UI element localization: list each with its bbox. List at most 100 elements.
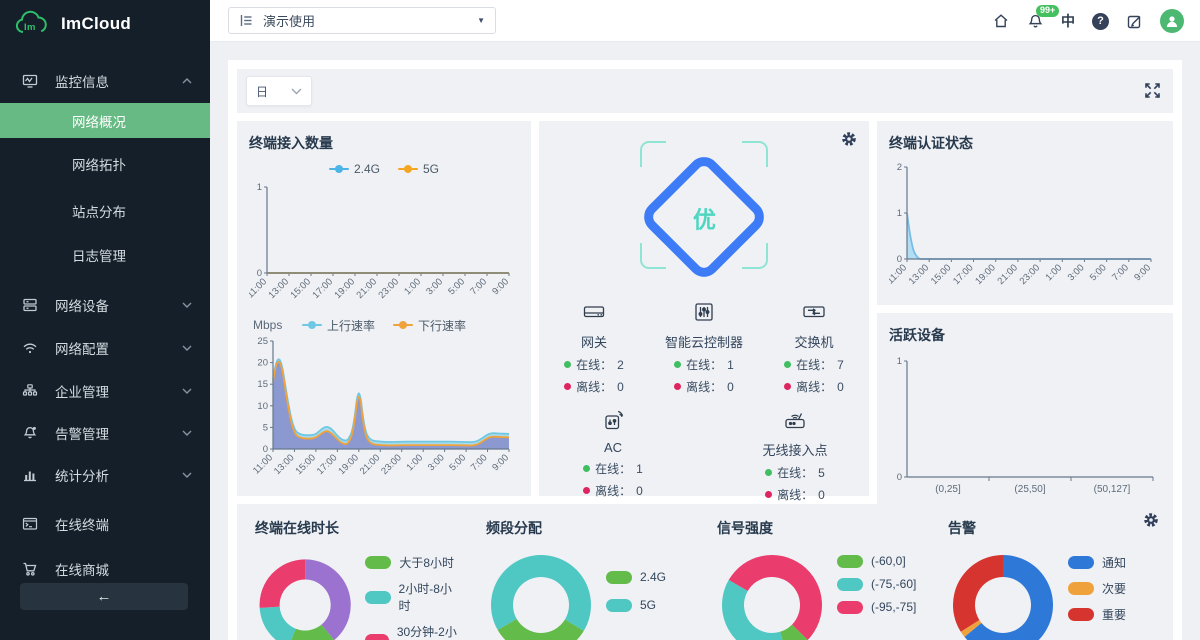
sidebar-subitem-network-topology[interactable]: 网络拓扑 bbox=[0, 146, 210, 181]
legend-item[interactable]: 2.4G bbox=[606, 570, 666, 584]
cards-row: 终端接入数量 2.4G 5G 0 1 11:00 13:00 15:00 17:00 19:… bbox=[237, 121, 1173, 511]
time-range-value: 日 bbox=[256, 84, 269, 99]
alarm-section: 告警 通知 次要 重要 bbox=[936, 516, 1167, 640]
chevron-down-icon bbox=[182, 472, 192, 478]
right-column: 终端认证状态 0 1 2 11:00 13:00 15:00 17:00 19:00 21:00… bbox=[877, 121, 1173, 511]
legend-item-5g[interactable]: 5G bbox=[398, 162, 439, 176]
legend-item-download[interactable]: 下行速率 bbox=[393, 317, 466, 334]
sidebar-subitem-log-management[interactable]: 日志管理 bbox=[0, 237, 210, 272]
svg-text:7:00: 7:00 bbox=[1110, 262, 1131, 283]
legend-item[interactable]: 大于8小时 bbox=[365, 554, 462, 571]
access-chart-legend: 2.4G 5G bbox=[249, 159, 519, 179]
sidebar-item-statistics-analysis[interactable]: 统计分析 bbox=[0, 456, 210, 494]
svg-text:7:00: 7:00 bbox=[468, 276, 489, 297]
time-range-select[interactable]: 日 bbox=[246, 76, 312, 106]
user-avatar[interactable] bbox=[1160, 9, 1184, 33]
svg-text:20: 20 bbox=[257, 358, 268, 369]
donut-legend: 通知 次要 重要 bbox=[1068, 554, 1126, 640]
arrow-left-icon: ← bbox=[96, 588, 112, 605]
legend-item[interactable]: 重要 bbox=[1068, 606, 1126, 623]
svg-text:21:00: 21:00 bbox=[358, 452, 383, 477]
offline-count: 0 bbox=[727, 379, 734, 394]
feedback-button[interactable] bbox=[1126, 13, 1143, 30]
svg-text:15:00: 15:00 bbox=[289, 276, 314, 301]
svg-text:0: 0 bbox=[897, 254, 902, 265]
section-title: 信号强度 bbox=[717, 520, 773, 536]
svg-text:13:00: 13:00 bbox=[272, 452, 297, 477]
card-title: 终端认证状态 bbox=[889, 135, 973, 151]
sidebar-item-label: 网络配置 bbox=[55, 342, 109, 357]
legend-item[interactable]: 次要 bbox=[1068, 580, 1126, 597]
svg-text:23:00: 23:00 bbox=[379, 452, 404, 477]
caret-down-icon: ▼ bbox=[477, 16, 485, 25]
active-devices-chart: 0 1 (0,25] (25,50] (50,127] bbox=[897, 356, 1154, 495]
svg-text:15: 15 bbox=[257, 379, 268, 390]
chevron-down-icon bbox=[182, 345, 192, 351]
offline-dot bbox=[564, 383, 572, 390]
svg-text:0: 0 bbox=[257, 268, 262, 279]
sidebar-item-network-config[interactable]: 网络配置 bbox=[0, 329, 210, 367]
device-wireless-ap: 无线接入点 在线： 5 离线： 0 bbox=[730, 407, 860, 503]
sidebar-item-alarm-management[interactable]: 告警管理 bbox=[0, 414, 210, 452]
svg-text:11:00: 11:00 bbox=[251, 452, 275, 476]
section-title: 告警 bbox=[948, 520, 976, 536]
help-button[interactable]: ? bbox=[1092, 12, 1109, 30]
svg-text:15:00: 15:00 bbox=[929, 262, 954, 287]
switch-icon bbox=[803, 306, 825, 318]
devices-icon bbox=[22, 297, 38, 313]
fullscreen-button[interactable] bbox=[1144, 82, 1161, 99]
gateway-icon bbox=[583, 306, 605, 318]
legend-item[interactable]: 2小时-8小时 bbox=[365, 580, 462, 614]
chevron-up-icon bbox=[182, 78, 192, 84]
legend-item[interactable]: 通知 bbox=[1068, 554, 1126, 571]
sidebar-subitem-site-distribution[interactable]: 站点分布 bbox=[0, 193, 210, 228]
legend-item[interactable]: 30分钟-2小时 bbox=[365, 623, 462, 640]
stats-settings-button[interactable] bbox=[1143, 512, 1159, 528]
legend-item[interactable]: (-75,-60] bbox=[837, 577, 916, 591]
signal-strength-donut bbox=[722, 555, 822, 640]
svg-text:1:00: 1:00 bbox=[404, 452, 425, 473]
home-button[interactable] bbox=[992, 12, 1010, 30]
notifications-button[interactable]: 99+ bbox=[1027, 4, 1060, 30]
svg-text:1:00: 1:00 bbox=[1044, 262, 1065, 283]
online-duration-donut bbox=[259, 559, 351, 640]
legend-item[interactable]: 5G bbox=[606, 598, 666, 612]
sidebar-subitem-network-overview[interactable]: 网络概况 bbox=[0, 103, 210, 138]
legend-item[interactable]: (-95,-75] bbox=[837, 600, 916, 614]
svg-text:17:00: 17:00 bbox=[311, 276, 336, 301]
org-selector[interactable]: 演示使用 ▼ bbox=[228, 7, 496, 34]
svg-text:3:00: 3:00 bbox=[424, 276, 445, 297]
gear-icon bbox=[842, 132, 856, 146]
legend-item-upload[interactable]: 上行速率 bbox=[301, 317, 375, 334]
sidebar-item-label: 企业管理 bbox=[55, 385, 109, 400]
sidebar-collapse-button[interactable]: ← bbox=[20, 583, 188, 610]
notification-count-badge: 99+ bbox=[1036, 4, 1060, 17]
card-title: 终端接入数量 bbox=[249, 135, 333, 151]
legend-item[interactable]: (-60,0] bbox=[837, 554, 916, 568]
chevron-down-icon bbox=[291, 88, 302, 94]
legend-marker bbox=[398, 164, 418, 174]
health-settings-button[interactable] bbox=[841, 131, 857, 147]
sidebar-item-online-mall[interactable]: 在线商城 bbox=[0, 550, 210, 588]
alarm-bell-icon bbox=[22, 425, 38, 441]
bar-chart-icon bbox=[22, 467, 38, 483]
sidebar: Im ImCloud 监控信息 网络概况 网络拓扑 站点分布 日志管理 bbox=[0, 0, 210, 640]
svg-text:11:00: 11:00 bbox=[249, 276, 269, 300]
cloud-logo-icon: Im bbox=[15, 10, 47, 33]
sidebar-item-monitor-info[interactable]: 监控信息 bbox=[0, 62, 210, 100]
sidebar-item-label: 统计分析 bbox=[55, 469, 109, 484]
svg-text:9:00: 9:00 bbox=[1132, 262, 1153, 283]
svg-text:2: 2 bbox=[897, 162, 902, 173]
svg-text:1: 1 bbox=[897, 356, 902, 367]
legend-item-2-4g[interactable]: 2.4G bbox=[328, 162, 380, 176]
user-icon bbox=[1166, 16, 1178, 27]
org-chart-icon bbox=[22, 383, 38, 399]
language-toggle[interactable]: 中 bbox=[1061, 13, 1075, 29]
online-count: 1 bbox=[636, 461, 643, 476]
device-gateway: 网关 在线： 2 离线： 0 bbox=[540, 299, 649, 395]
sidebar-item-enterprise-management[interactable]: 企业管理 bbox=[0, 372, 210, 410]
svg-text:11:00: 11:00 bbox=[889, 262, 909, 286]
sidebar-item-online-terminals[interactable]: 在线终端 bbox=[0, 505, 210, 543]
sidebar-item-network-devices[interactable]: 网络设备 bbox=[0, 286, 210, 324]
online-count: 2 bbox=[617, 357, 624, 372]
